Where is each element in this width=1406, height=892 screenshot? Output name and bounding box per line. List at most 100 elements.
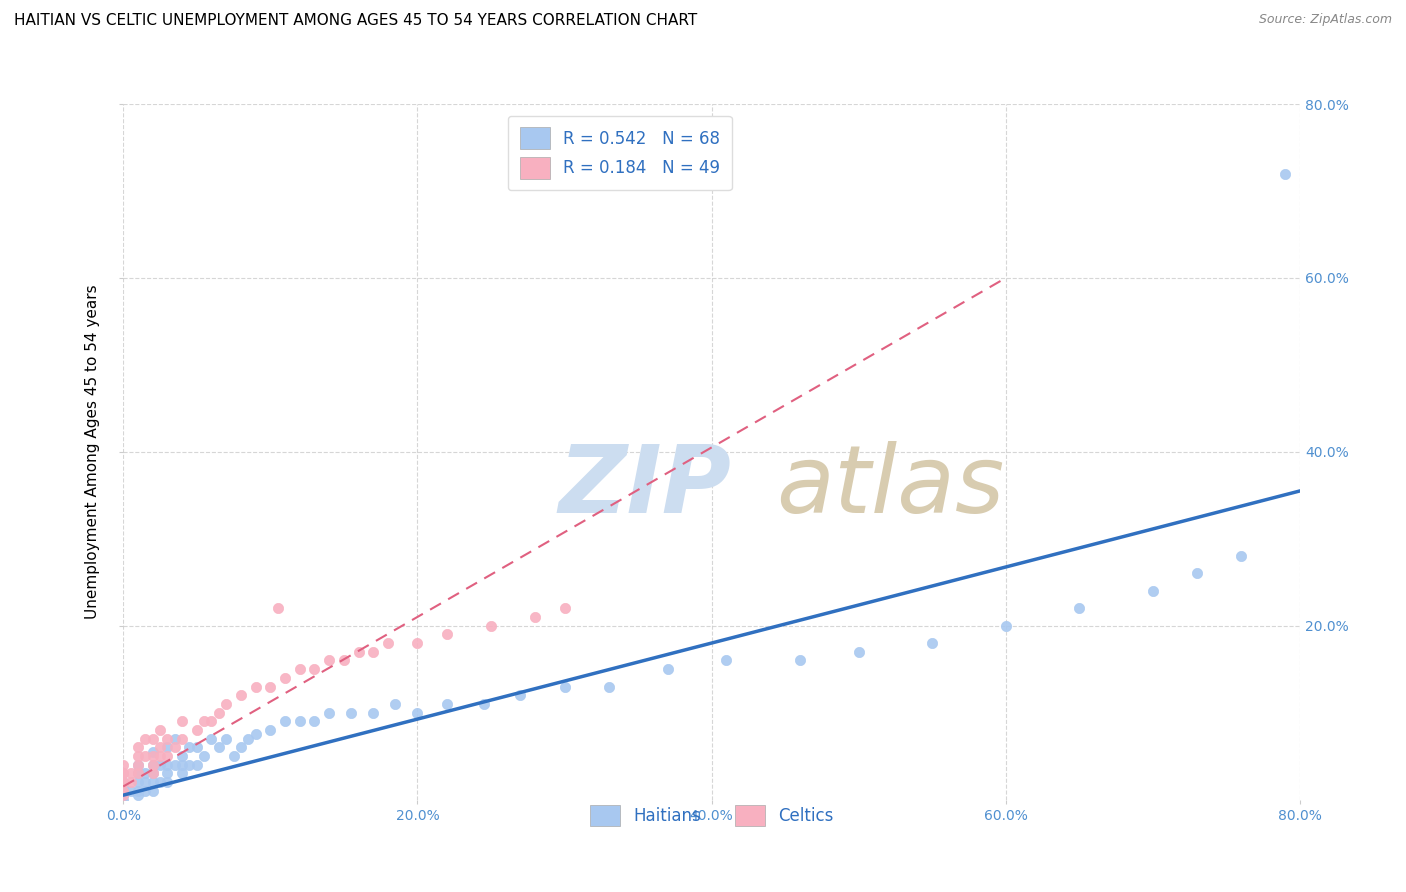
Point — [347, 645, 370, 659]
Point — [142, 775, 165, 789]
Point — [163, 757, 186, 772]
Point — [479, 618, 502, 632]
Point — [142, 766, 165, 780]
Legend: Haitians, Celtics: Haitians, Celtics — [583, 798, 839, 833]
Point — [112, 766, 135, 780]
Point — [149, 775, 172, 789]
Point — [120, 784, 142, 798]
Point — [142, 784, 165, 798]
Point — [112, 757, 135, 772]
Point — [112, 775, 135, 789]
Point — [149, 723, 172, 737]
Point — [1142, 583, 1164, 598]
Point — [170, 749, 193, 764]
Point — [142, 749, 165, 764]
Point — [112, 766, 135, 780]
Point — [1274, 167, 1296, 181]
Text: HAITIAN VS CELTIC UNEMPLOYMENT AMONG AGES 45 TO 54 YEARS CORRELATION CHART: HAITIAN VS CELTIC UNEMPLOYMENT AMONG AGE… — [14, 13, 697, 29]
Point — [363, 645, 385, 659]
Point — [112, 788, 135, 802]
Point — [112, 788, 135, 802]
Point — [112, 784, 135, 798]
Point — [179, 757, 201, 772]
Point — [149, 740, 172, 755]
Point — [163, 740, 186, 755]
Point — [156, 749, 179, 764]
Point — [120, 766, 142, 780]
Point — [436, 697, 458, 711]
Text: atlas: atlas — [776, 441, 1005, 532]
Point — [112, 775, 135, 789]
Point — [304, 662, 326, 676]
Point — [318, 706, 340, 720]
Point — [149, 749, 172, 764]
Point — [274, 671, 297, 685]
Point — [921, 636, 943, 650]
Point — [1230, 549, 1253, 563]
Point — [509, 688, 531, 702]
Point — [215, 731, 238, 746]
Point — [170, 766, 193, 780]
Point — [170, 731, 193, 746]
Point — [200, 731, 222, 746]
Point — [127, 788, 149, 802]
Point — [406, 706, 429, 720]
Point — [318, 653, 340, 667]
Point — [304, 714, 326, 729]
Point — [134, 784, 156, 798]
Point — [127, 757, 149, 772]
Point — [186, 723, 208, 737]
Point — [127, 740, 149, 755]
Point — [848, 645, 870, 659]
Point — [1185, 566, 1208, 581]
Point — [127, 766, 149, 780]
Point — [200, 714, 222, 729]
Point — [238, 731, 260, 746]
Point — [156, 775, 179, 789]
Point — [186, 740, 208, 755]
Point — [156, 766, 179, 780]
Point — [127, 775, 149, 789]
Point — [127, 757, 149, 772]
Point — [186, 757, 208, 772]
Point — [134, 766, 156, 780]
Point — [156, 740, 179, 755]
Point — [229, 740, 252, 755]
Point — [524, 610, 547, 624]
Point — [112, 780, 135, 794]
Point — [112, 788, 135, 802]
Point — [288, 714, 311, 729]
Point — [163, 731, 186, 746]
Point — [436, 627, 458, 641]
Point — [657, 662, 679, 676]
Point — [554, 601, 576, 615]
Point — [142, 766, 165, 780]
Point — [994, 618, 1017, 632]
Point — [333, 653, 356, 667]
Y-axis label: Unemployment Among Ages 45 to 54 years: Unemployment Among Ages 45 to 54 years — [86, 285, 100, 619]
Point — [245, 680, 267, 694]
Point — [245, 727, 267, 741]
Text: Source: ZipAtlas.com: Source: ZipAtlas.com — [1258, 13, 1392, 27]
Point — [170, 714, 193, 729]
Point — [554, 680, 576, 694]
Point — [716, 653, 738, 667]
Point — [406, 636, 429, 650]
Point — [384, 697, 406, 711]
Point — [156, 757, 179, 772]
Point — [472, 697, 495, 711]
Point — [377, 636, 399, 650]
Point — [215, 697, 238, 711]
Point — [112, 775, 135, 789]
Point — [134, 731, 156, 746]
Point — [142, 757, 165, 772]
Point — [142, 731, 165, 746]
Point — [222, 749, 245, 764]
Point — [142, 757, 165, 772]
Point — [1069, 601, 1091, 615]
Point — [112, 784, 135, 798]
Point — [229, 688, 252, 702]
Point — [266, 601, 288, 615]
Point — [156, 731, 179, 746]
Point — [127, 766, 149, 780]
